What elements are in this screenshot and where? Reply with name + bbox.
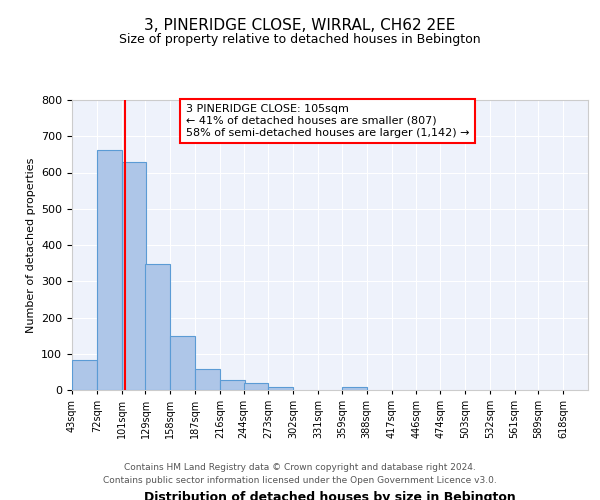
Bar	[122, 162, 146, 390]
Bar	[145, 264, 170, 390]
Bar	[220, 380, 245, 390]
Text: 3 PINERIDGE CLOSE: 105sqm
← 41% of detached houses are smaller (807)
58% of semi: 3 PINERIDGE CLOSE: 105sqm ← 41% of detac…	[185, 104, 469, 138]
Text: Size of property relative to detached houses in Bebington: Size of property relative to detached ho…	[119, 32, 481, 46]
Bar	[72, 360, 97, 390]
Text: Contains HM Land Registry data © Crown copyright and database right 2024.
Contai: Contains HM Land Registry data © Crown c…	[103, 464, 497, 485]
Bar	[170, 336, 195, 390]
Bar	[97, 150, 122, 390]
Y-axis label: Number of detached properties: Number of detached properties	[26, 158, 35, 332]
Bar	[268, 387, 293, 390]
Bar	[244, 384, 268, 390]
Bar	[342, 388, 367, 390]
Bar	[195, 370, 220, 390]
X-axis label: Distribution of detached houses by size in Bebington: Distribution of detached houses by size …	[144, 491, 516, 500]
Text: 3, PINERIDGE CLOSE, WIRRAL, CH62 2EE: 3, PINERIDGE CLOSE, WIRRAL, CH62 2EE	[145, 18, 455, 32]
